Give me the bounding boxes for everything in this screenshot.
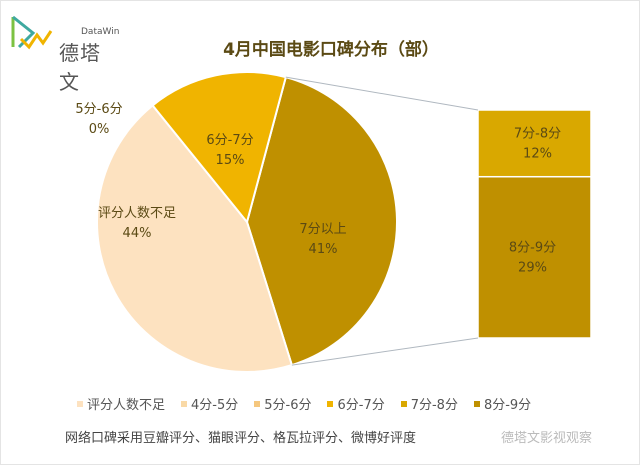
legend-swatch — [400, 400, 407, 407]
pie-slice-1 — [96, 104, 294, 373]
slice-label-name: 评分人数不足 — [98, 206, 176, 221]
slice-label-name: 7分以上 — [299, 222, 346, 237]
legend-swatch — [254, 400, 261, 407]
footnote: 网络口碑采用豆瓣评分、猫眼评分、格瓦拉评分、微博好评度 — [65, 431, 417, 446]
pie-slice-4 — [151, 71, 288, 225]
slice-label-pct: 15% — [216, 153, 245, 168]
secondary-label-name: 7分-8分 — [514, 126, 561, 141]
slice-label-name: 5分-6分 — [75, 102, 122, 117]
legend: 评分人数不足 4分-5分 5分-6分 6分-7分 7分-8分 8分-9分 — [77, 394, 531, 413]
legend-label: 5分-6分 — [264, 398, 312, 413]
slice-label-pct: 44% — [123, 226, 152, 241]
legend-label: 6分-7分 — [337, 398, 385, 413]
slice-label-pct: 41% — [309, 242, 338, 257]
secondary-label-pct: 12% — [523, 146, 552, 161]
secondary-bar-0 — [477, 109, 592, 178]
datawin-logo: DataWin 德塔文 — [9, 13, 120, 94]
legend-label: 7分-8分 — [410, 398, 458, 413]
legend-item: 5分-6分 — [254, 394, 311, 413]
legend-item: 4分-5分 — [181, 394, 238, 413]
secondary-label-name: 8分-9分 — [509, 240, 556, 255]
legend-item: 8分-9分 — [473, 394, 532, 413]
slice-label-pct: 0% — [89, 122, 110, 137]
legend-item: 6分-7分 — [327, 394, 385, 413]
slice-label-name: 6分-7分 — [206, 133, 253, 148]
legend-swatch — [327, 400, 334, 407]
watermark: 德塔文影视观察 — [501, 431, 593, 446]
legend-label: 评分人数不足 — [87, 398, 166, 413]
logo-mark-icon — [11, 15, 53, 50]
logo-main: 德塔文 — [59, 41, 101, 94]
pie-slice-0 — [245, 75, 398, 367]
legend-swatch — [181, 400, 188, 407]
secondary-bar-1 — [477, 175, 592, 339]
connector-line-top — [285, 76, 479, 111]
logo-sub: DataWin — [81, 27, 120, 37]
legend-item: 7分-8分 — [400, 394, 458, 413]
legend-swatch — [473, 400, 480, 407]
chart-title: 4月中国电影口碑分布（部） — [223, 40, 439, 60]
legend-label: 4分-5分 — [191, 398, 239, 413]
legend-item: 评分人数不足 — [77, 394, 165, 413]
secondary-label-pct: 29% — [518, 260, 547, 275]
legend-label: 8分-9分 — [483, 398, 532, 413]
legend-swatch — [77, 400, 83, 407]
connector-line-bottom — [291, 337, 479, 366]
